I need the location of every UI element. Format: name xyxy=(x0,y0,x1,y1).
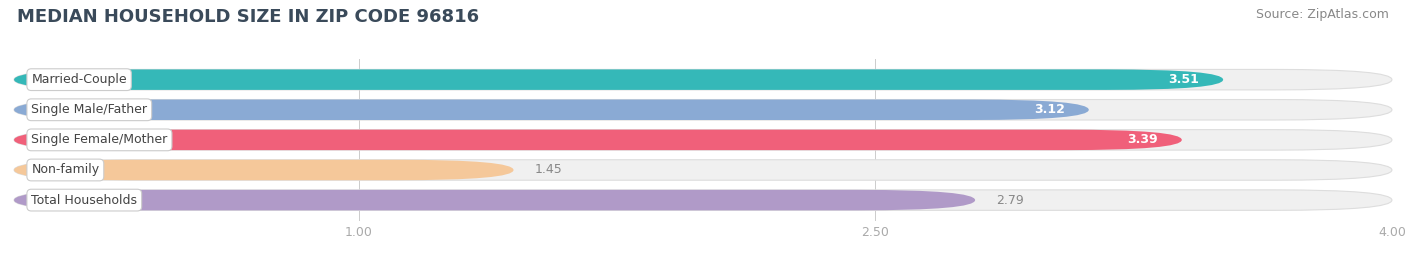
FancyBboxPatch shape xyxy=(14,160,1392,180)
Text: Total Households: Total Households xyxy=(31,194,138,207)
FancyBboxPatch shape xyxy=(14,100,1392,120)
Text: Single Male/Father: Single Male/Father xyxy=(31,103,148,116)
FancyBboxPatch shape xyxy=(14,69,1392,90)
FancyBboxPatch shape xyxy=(14,190,976,210)
Text: Married-Couple: Married-Couple xyxy=(31,73,127,86)
FancyBboxPatch shape xyxy=(14,69,1223,90)
Text: 2.79: 2.79 xyxy=(995,194,1024,207)
Text: Source: ZipAtlas.com: Source: ZipAtlas.com xyxy=(1256,8,1389,21)
Text: Single Female/Mother: Single Female/Mother xyxy=(31,133,167,146)
FancyBboxPatch shape xyxy=(14,190,1392,210)
Text: 3.39: 3.39 xyxy=(1128,133,1157,146)
Text: MEDIAN HOUSEHOLD SIZE IN ZIP CODE 96816: MEDIAN HOUSEHOLD SIZE IN ZIP CODE 96816 xyxy=(17,8,479,26)
FancyBboxPatch shape xyxy=(14,130,1182,150)
Text: Non-family: Non-family xyxy=(31,164,100,176)
FancyBboxPatch shape xyxy=(14,130,1392,150)
Text: 3.51: 3.51 xyxy=(1168,73,1199,86)
FancyBboxPatch shape xyxy=(14,160,513,180)
Text: 1.45: 1.45 xyxy=(534,164,562,176)
Text: 3.12: 3.12 xyxy=(1033,103,1064,116)
FancyBboxPatch shape xyxy=(14,100,1088,120)
